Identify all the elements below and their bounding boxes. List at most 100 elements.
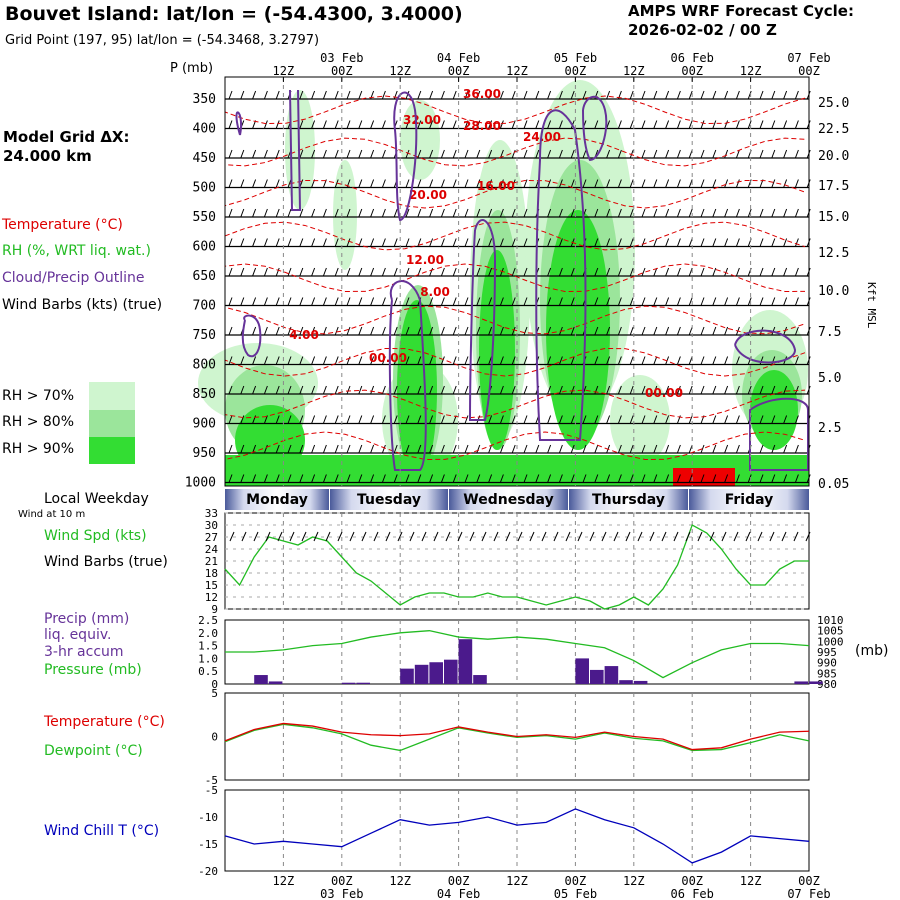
wind-barb xyxy=(358,179,363,188)
wind-barb xyxy=(747,90,752,100)
bottom-date-label-2: 05 Feb xyxy=(554,887,597,900)
wind-barb xyxy=(712,385,717,395)
wind-barb xyxy=(771,120,776,129)
bottom-date-label-1: 04 Feb xyxy=(437,887,480,900)
wind-barb xyxy=(370,149,375,159)
wind-barb xyxy=(547,90,552,100)
surface-wind-barb xyxy=(577,531,583,542)
wind-barb xyxy=(311,90,316,100)
wind-barb xyxy=(488,208,493,218)
wind-barb xyxy=(665,179,670,188)
wind-barb xyxy=(629,326,634,336)
wind-barb xyxy=(346,415,351,424)
wind-barb xyxy=(558,267,563,277)
wind-barb xyxy=(263,120,268,129)
wind-barb xyxy=(358,326,363,336)
wind-barb xyxy=(452,356,457,365)
wind-barb xyxy=(440,326,445,336)
wind-barb xyxy=(688,179,693,188)
wind-barb xyxy=(405,149,410,159)
wind-barb xyxy=(547,267,552,277)
wind-barb xyxy=(641,415,646,424)
wind-barb xyxy=(488,179,493,188)
wind-barb xyxy=(558,385,563,395)
bottom-hour-label-4: 12Z xyxy=(506,874,528,888)
wind-barb xyxy=(511,415,516,424)
wind-barb xyxy=(275,474,280,483)
wind-barb xyxy=(759,385,764,395)
wind-barb xyxy=(617,149,622,159)
surface-wind-barb xyxy=(733,531,739,542)
model-grid-value: 24.000 km xyxy=(3,147,92,165)
wind-barb xyxy=(700,474,705,483)
wind-barb xyxy=(606,415,611,424)
wind-barb xyxy=(476,297,481,306)
wind-ytick-6: 15 xyxy=(205,579,218,592)
wind-barb xyxy=(417,208,422,218)
wind-barb xyxy=(629,90,634,100)
wind-barb xyxy=(523,474,528,483)
wind-barb xyxy=(263,238,268,247)
wind-barb xyxy=(287,415,292,424)
wind-barb xyxy=(405,444,410,454)
wind-barb xyxy=(511,179,516,188)
wind-barb xyxy=(676,326,681,336)
wind-barb xyxy=(794,149,799,159)
wind-barb xyxy=(381,415,386,424)
wind-barb xyxy=(358,415,363,424)
rh-shade-8 xyxy=(400,100,440,180)
wind-barb xyxy=(346,238,351,247)
wind-barb xyxy=(641,120,646,129)
wind-barb xyxy=(393,267,398,277)
wind-barb xyxy=(228,267,233,277)
wind-barb xyxy=(535,474,540,483)
wind-barb xyxy=(665,297,670,306)
wind-barb xyxy=(464,297,469,306)
wind-barb xyxy=(299,267,304,277)
wind-barb xyxy=(759,120,764,129)
wind-barb xyxy=(358,385,363,395)
wind-barb xyxy=(405,267,410,277)
wind-barb xyxy=(653,179,658,188)
wind-barb xyxy=(452,179,457,188)
wind-barb xyxy=(263,90,268,100)
wind-barb xyxy=(641,385,646,395)
wind-barb xyxy=(700,238,705,247)
wind-barb xyxy=(594,120,599,129)
wind-barb xyxy=(405,385,410,395)
wind-barb xyxy=(499,356,504,365)
wind-barb xyxy=(263,415,268,424)
wind-ytick-7: 12 xyxy=(205,591,218,604)
wind-barb xyxy=(558,90,563,100)
wind-barb xyxy=(334,385,339,395)
wind-barb xyxy=(629,356,634,365)
wind-barb xyxy=(700,326,705,336)
surface-wind-barb xyxy=(289,531,295,542)
wind-barb xyxy=(464,90,469,100)
wind-barb xyxy=(712,326,717,336)
wind-barb xyxy=(570,385,575,395)
wind-barb xyxy=(464,267,469,277)
wind-barb xyxy=(641,297,646,306)
wind-barb xyxy=(252,326,257,336)
wind-barb xyxy=(558,149,563,159)
wind-barb xyxy=(547,179,552,188)
wind-barb xyxy=(570,444,575,454)
top-hour-label-7: 00Z xyxy=(681,64,703,78)
temp-contour-label-0: 36.00 xyxy=(463,87,501,101)
surface-wind-barb xyxy=(721,531,727,542)
wind-barb xyxy=(287,267,292,277)
precip-ytick-0: 2.5 xyxy=(198,614,218,627)
bottom-date-label-4: 07 Feb xyxy=(787,887,830,900)
wind-barb xyxy=(783,90,788,100)
bottom-hour-label-9: 00Z xyxy=(798,874,820,888)
wind-barb xyxy=(228,444,233,454)
wind-barb xyxy=(299,326,304,336)
wind-barb xyxy=(252,267,257,277)
wind-barb xyxy=(476,149,481,159)
wind-barb xyxy=(499,149,504,159)
wind-barb xyxy=(381,149,386,159)
wind-barb xyxy=(617,120,622,129)
wind-barb xyxy=(252,385,257,395)
